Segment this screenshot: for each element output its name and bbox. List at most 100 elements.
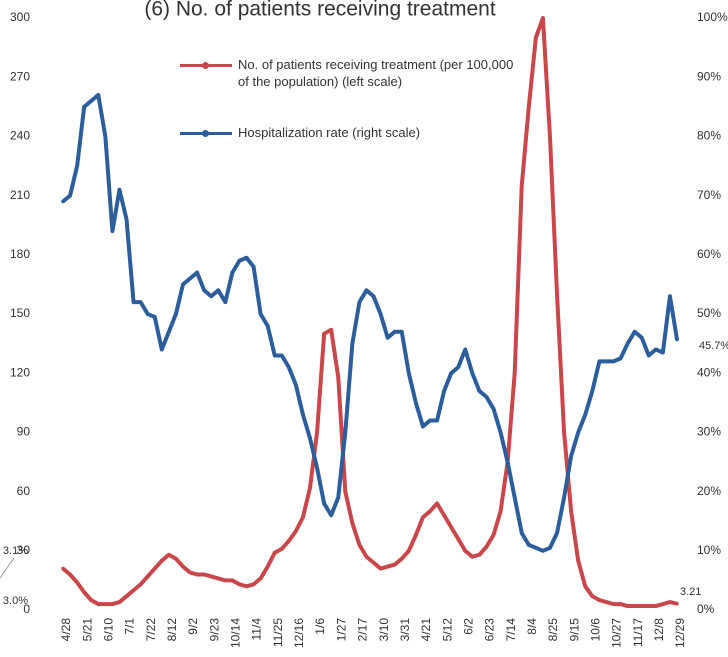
- x-tick-label: 9/23: [207, 618, 221, 642]
- data-point: [639, 604, 644, 608]
- data-point: [456, 365, 461, 370]
- data-point: [414, 401, 418, 405]
- data-point: [322, 501, 326, 506]
- data-point: [68, 572, 72, 577]
- data-point: [364, 554, 369, 559]
- data-point: [138, 300, 143, 304]
- data-point: [315, 430, 319, 435]
- legend-label: Hospitalization rate (right scale): [238, 125, 421, 140]
- data-point: [569, 509, 573, 514]
- data-point: [632, 604, 637, 608]
- data-point: [75, 580, 79, 585]
- legend-swatch: [180, 130, 232, 137]
- data-point: [491, 533, 496, 537]
- data-point: [555, 292, 559, 297]
- data-point: [272, 353, 277, 358]
- x-tick-label: 2/17: [356, 618, 370, 642]
- data-point: [195, 270, 199, 275]
- data-point: [463, 347, 468, 352]
- y2-tick-label: 30%: [697, 425, 721, 439]
- data-point: [618, 356, 623, 361]
- y-tick-label: 0: [23, 602, 30, 616]
- data-point: [251, 582, 256, 587]
- data-point: [110, 602, 115, 606]
- data-point: [470, 554, 475, 559]
- data-point: [519, 183, 524, 188]
- y2-tick-label: 20%: [697, 484, 721, 498]
- data-point: [668, 600, 672, 604]
- data-point: [75, 164, 79, 168]
- data-point: [625, 341, 630, 346]
- y2-tick-label: 10%: [697, 543, 721, 557]
- data-point: [569, 454, 573, 458]
- x-tick-label: 9/2: [186, 618, 200, 635]
- x-tick-label: 7/22: [144, 618, 158, 642]
- data-point: [484, 395, 489, 399]
- data-point: [371, 560, 376, 565]
- data-point: [167, 552, 171, 557]
- y-tick-label: 270: [10, 69, 30, 83]
- data-point: [138, 582, 143, 587]
- annotation-leader: [0, 557, 15, 579]
- data-point: [61, 566, 65, 571]
- data-point: [519, 531, 524, 535]
- data-point: [258, 576, 263, 581]
- legend-item: No. of patients receiving treatment (per…: [180, 56, 518, 90]
- data-point: [668, 294, 672, 299]
- data-point: [392, 329, 397, 334]
- data-point: [279, 547, 284, 551]
- y2-tick-label: 90%: [697, 69, 721, 83]
- x-tick-label: 7/1: [123, 618, 137, 635]
- data-point: [131, 300, 136, 304]
- data-point: [604, 359, 609, 364]
- data-point: [562, 430, 566, 435]
- data-point: [534, 35, 538, 40]
- data-point: [258, 312, 263, 316]
- y2-tick-label: 50%: [697, 306, 721, 320]
- data-point: [463, 549, 468, 553]
- data-point: [287, 539, 291, 543]
- data-point: [117, 187, 122, 192]
- data-point: [611, 602, 616, 606]
- data-point: [611, 359, 616, 364]
- data-point: [110, 229, 115, 233]
- data-point: [675, 337, 679, 342]
- data-point: [287, 365, 291, 370]
- x-tick-label: 6/23: [483, 618, 497, 642]
- data-point: [216, 576, 221, 581]
- data-point: [174, 556, 178, 561]
- data-point: [279, 353, 284, 358]
- legend-item: Hospitalization rate (right scale): [180, 124, 538, 141]
- data-point: [61, 199, 65, 204]
- data-point: [315, 466, 319, 470]
- data-point: [435, 418, 439, 423]
- data-point: [237, 258, 242, 263]
- data-point: [103, 602, 108, 606]
- data-point: [421, 424, 425, 429]
- data-point: [512, 371, 517, 376]
- data-point: [661, 350, 665, 355]
- x-tick-label: 5/12: [440, 618, 454, 642]
- data-point: [590, 389, 595, 393]
- x-tick-label: 10/6: [588, 618, 602, 642]
- y2-tick-label: 60%: [697, 247, 721, 261]
- x-tick-label: 3/10: [377, 618, 391, 642]
- data-point: [414, 533, 418, 537]
- series-line: [61, 16, 678, 609]
- data-point: [89, 598, 94, 602]
- x-tick-label: 10/27: [610, 618, 624, 648]
- x-tick-label: 5/21: [80, 618, 94, 642]
- data-point: [308, 485, 312, 490]
- data-point: [399, 329, 404, 334]
- data-point: [392, 562, 397, 567]
- data-point: [167, 329, 171, 334]
- data-point: [336, 375, 341, 379]
- legend-label: No. of patients receiving treatment (per…: [238, 57, 514, 89]
- data-point: [329, 327, 333, 332]
- y2-tick-label: 100%: [697, 10, 728, 24]
- annotation: 3.1%: [3, 545, 28, 557]
- data-point: [89, 99, 94, 103]
- data-point: [124, 217, 129, 222]
